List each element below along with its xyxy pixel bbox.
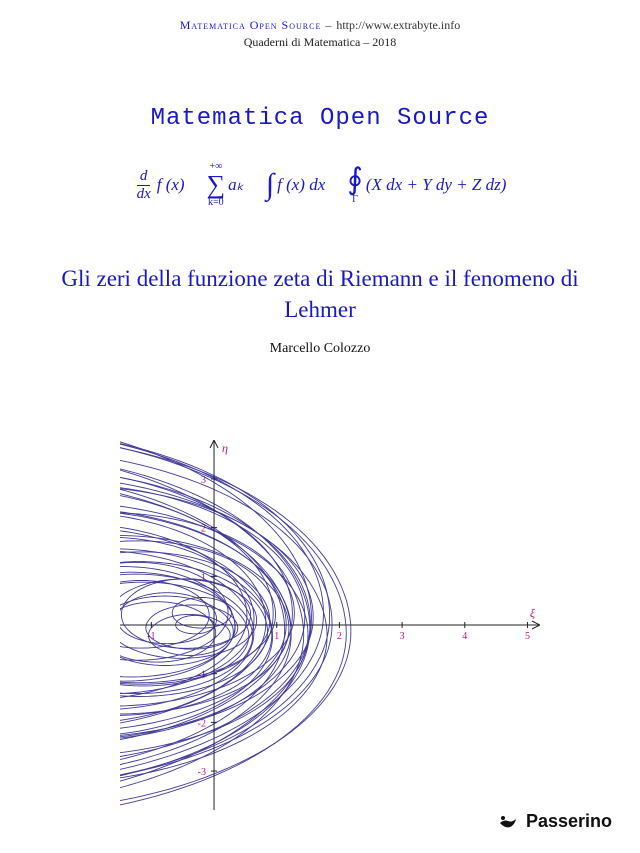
header-brand: Matematica Open Source (180, 18, 322, 32)
formula-derivative: d dx f (x) (134, 168, 185, 203)
header-line-2: Quaderni di Matematica – 2018 (0, 35, 640, 50)
fraction: d dx (134, 168, 154, 203)
formula-integral: ∫ f (x) dx (266, 168, 325, 202)
oint: ∮ Γ (347, 165, 363, 205)
publisher-badge: Passerino (496, 809, 612, 833)
sigma: +∞ ∑ k=0 (207, 162, 226, 208)
svg-text:-3: -3 (198, 767, 206, 778)
formula-contour-integral: ∮ Γ (X dx + Y dy + Z dz) (347, 165, 506, 205)
article-title: Gli zeri della funzione zeta di Riemann … (0, 263, 640, 325)
svg-text:η: η (222, 441, 228, 455)
zeta-chart: -112345-3-2-1123ξη (120, 440, 540, 810)
header-sep: – (321, 18, 336, 32)
header-url: http://www.extrabyte.info (336, 18, 460, 32)
formula-row: d dx f (x) +∞ ∑ k=0 aₖ ∫ f (x) dx ∮ Γ (X… (0, 162, 640, 208)
svg-text:4: 4 (462, 631, 467, 642)
header-line-1: Matematica Open Source – http://www.extr… (0, 18, 640, 33)
svg-text:3: 3 (400, 631, 405, 642)
page-header: Matematica Open Source – http://www.extr… (0, 0, 640, 50)
svg-text:2: 2 (337, 631, 342, 642)
formula-sum: +∞ ∑ k=0 aₖ (207, 162, 244, 208)
svg-text:1: 1 (274, 631, 279, 642)
publisher-icon (496, 809, 520, 833)
author: Marcello Colozzo (0, 341, 640, 357)
svg-text:5: 5 (525, 631, 530, 642)
publisher-name: Passerino (526, 811, 612, 832)
svg-text:ξ: ξ (530, 606, 536, 620)
main-title: Matematica Open Source (0, 105, 640, 132)
